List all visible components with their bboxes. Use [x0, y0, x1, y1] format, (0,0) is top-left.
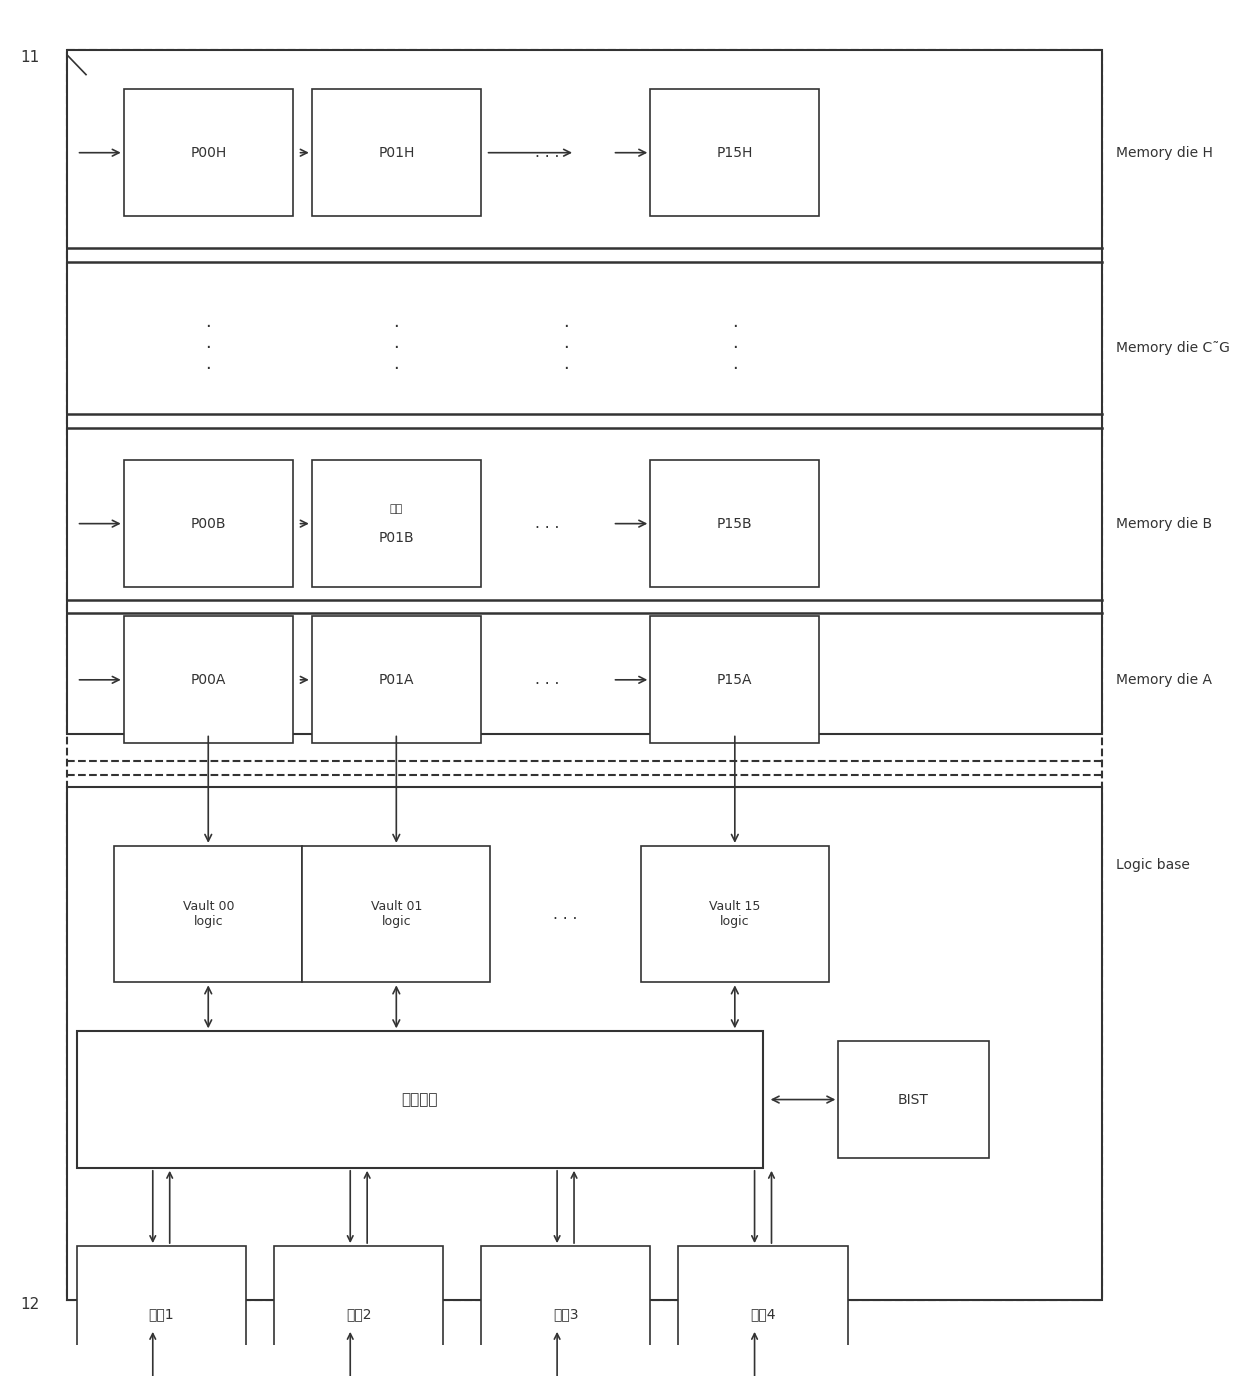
- Text: Memory die A: Memory die A: [1116, 673, 1211, 687]
- Text: ·
·
·: · · ·: [393, 318, 399, 378]
- Bar: [650, 89, 820, 216]
- Text: P00H: P00H: [190, 146, 227, 160]
- Bar: [124, 89, 293, 216]
- Text: 链街4: 链街4: [750, 1307, 776, 1321]
- Bar: [311, 460, 481, 588]
- Text: . . .: . . .: [534, 146, 559, 160]
- Bar: [303, 846, 490, 982]
- Bar: [124, 460, 293, 588]
- Text: Memory die C˜G: Memory die C˜G: [1116, 341, 1230, 355]
- Bar: [77, 1031, 763, 1168]
- Bar: [124, 616, 293, 743]
- Text: P15B: P15B: [717, 516, 753, 531]
- Text: 文本: 文本: [389, 504, 403, 515]
- Bar: [274, 1247, 444, 1376]
- Text: 12: 12: [20, 1298, 40, 1313]
- Text: Logic base: Logic base: [1116, 859, 1189, 872]
- Bar: [67, 787, 1101, 1300]
- Bar: [114, 846, 303, 982]
- Text: 链街2: 链街2: [346, 1307, 372, 1321]
- Text: P01B: P01B: [378, 531, 414, 545]
- Bar: [77, 1247, 246, 1376]
- Bar: [481, 1247, 650, 1376]
- Text: . . .: . . .: [534, 516, 559, 531]
- Bar: [67, 50, 1101, 1300]
- Bar: [641, 846, 828, 982]
- Text: 链街3: 链街3: [553, 1307, 578, 1321]
- Text: P01H: P01H: [378, 146, 414, 160]
- Text: P01A: P01A: [378, 673, 414, 687]
- Text: 交换逻辑: 交换逻辑: [402, 1093, 438, 1108]
- Text: Vault 01
logic: Vault 01 logic: [371, 900, 422, 927]
- Text: Vault 00
logic: Vault 00 logic: [182, 900, 234, 927]
- Bar: [650, 460, 820, 588]
- Text: Memory die H: Memory die H: [1116, 146, 1213, 160]
- Text: ·
·
·: · · ·: [206, 318, 211, 378]
- Bar: [67, 50, 1101, 733]
- Text: P15H: P15H: [717, 146, 753, 160]
- Bar: [311, 616, 481, 743]
- Bar: [678, 1247, 848, 1376]
- Bar: [311, 89, 481, 216]
- Text: . . .: . . .: [553, 907, 578, 922]
- Text: ·
·
·: · · ·: [732, 318, 738, 378]
- Text: . . .: . . .: [534, 673, 559, 688]
- Bar: [650, 616, 820, 743]
- Bar: [838, 1042, 988, 1159]
- Text: P00B: P00B: [191, 516, 226, 531]
- Text: 链街1: 链街1: [149, 1307, 174, 1321]
- Text: 11: 11: [20, 50, 40, 65]
- Text: Vault 15
logic: Vault 15 logic: [709, 900, 760, 927]
- Text: BIST: BIST: [898, 1093, 929, 1106]
- Text: P15A: P15A: [717, 673, 753, 687]
- Text: Memory die B: Memory die B: [1116, 516, 1211, 531]
- Text: P00A: P00A: [191, 673, 226, 687]
- Text: ·
·
·: · · ·: [563, 318, 568, 378]
